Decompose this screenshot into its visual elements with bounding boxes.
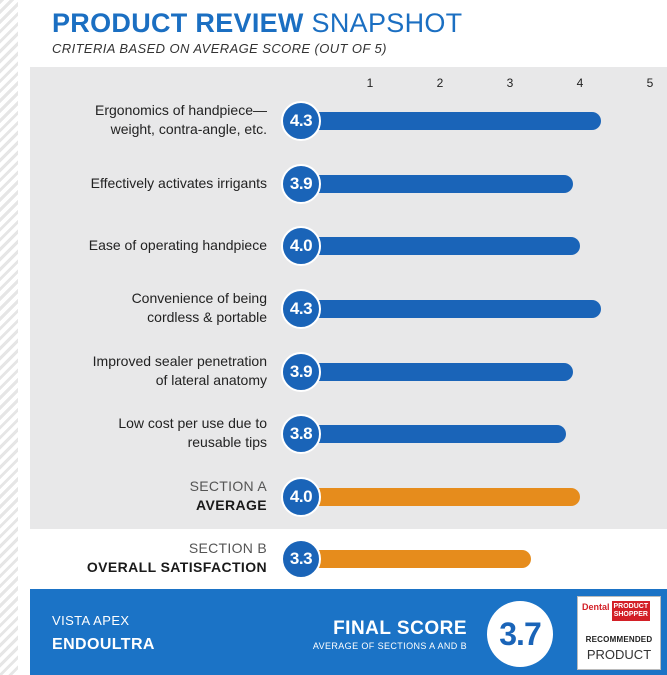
row-label: Low cost per use due to reusable tips <box>27 414 267 452</box>
x-tick-label: 2 <box>436 76 444 90</box>
score-badge: 4.0 <box>281 477 321 517</box>
final-score-subtitle: AVERAGE OF SECTIONS A AND B <box>312 641 467 651</box>
chart-subtitle: CRITERIA BASED ON AVERAGE SCORE (OUT OF … <box>52 41 387 56</box>
x-tick-label: 5 <box>646 76 654 90</box>
row-label-line2: AVERAGE <box>196 497 267 513</box>
title-bold: PRODUCT REVIEW <box>52 8 304 38</box>
row-label: Ergonomics of handpiece— weight, contra-a… <box>27 101 267 139</box>
title-light: SNAPSHOT <box>311 8 463 38</box>
row-label: SECTION B OVERALL SATISFACTION <box>27 539 267 577</box>
row-label: Ease of operating handpiece <box>27 236 267 255</box>
seal-shopper-line1: PRODUCT <box>613 603 649 610</box>
row-label-line2: of lateral anatomy <box>155 372 267 388</box>
score-bar <box>308 363 573 381</box>
footer-bar <box>30 589 667 675</box>
score-badge: 4.3 <box>281 101 321 141</box>
row-label-line1: Ergonomics of handpiece— <box>95 102 267 118</box>
score-bar <box>308 300 601 318</box>
seal-shopper-box: PRODUCT SHOPPER <box>611 601 651 621</box>
product-brand: VISTA APEX <box>52 613 130 628</box>
row-label: Convenience of being cordless & portable <box>27 289 267 327</box>
row-label-line2: cordless & portable <box>147 309 267 325</box>
row-label-line1: Low cost per use due to <box>118 415 267 431</box>
row-label-line1: Improved sealer penetration <box>92 353 267 369</box>
recommended-seal: Dental PRODUCT SHOPPER RECOMMENDED PRODUC… <box>577 596 661 670</box>
decorative-stripe <box>0 0 18 675</box>
score-badge: 4.0 <box>281 226 321 266</box>
row-label: SECTION A AVERAGE <box>27 477 267 515</box>
row-label-line2: weight, contra-angle, etc. <box>110 121 267 137</box>
seal-dental-text: Dental <box>582 602 610 612</box>
final-score-title: FINAL SCORE <box>333 618 467 639</box>
score-bar <box>308 112 601 130</box>
row-label-line2: reusable tips <box>187 434 267 450</box>
final-score-value: 3.7 <box>487 601 553 667</box>
row-label-line1: Convenience of being <box>131 290 267 306</box>
score-bar <box>308 425 566 443</box>
row-label-line1: Effectively activates irrigants <box>90 174 267 191</box>
row-label: Effectively activates irrigants <box>27 174 267 193</box>
score-badge: 4.3 <box>281 289 321 329</box>
average-bar <box>308 550 531 568</box>
average-bar <box>308 488 580 506</box>
x-tick-label: 1 <box>366 76 374 90</box>
section-a-panel <box>30 67 667 529</box>
score-badge: 3.8 <box>281 414 321 454</box>
score-bar <box>308 175 573 193</box>
row-label-line1: Ease of operating handpiece <box>88 236 267 253</box>
score-badge: 3.9 <box>281 352 321 392</box>
seal-recommended: RECOMMENDED <box>585 635 653 644</box>
score-badge: 3.9 <box>281 164 321 204</box>
row-label-line1: SECTION B <box>188 540 267 556</box>
product-name: ENDOULTRA <box>52 636 155 653</box>
x-tick-label: 4 <box>576 76 584 90</box>
row-label-line2: OVERALL SATISFACTION <box>86 559 267 575</box>
seal-product: PRODUCT <box>586 647 652 662</box>
score-badge: 3.3 <box>281 539 321 579</box>
chart-title: PRODUCT REVIEW SNAPSHOT <box>52 8 462 39</box>
row-label: Improved sealer penetration of lateral an… <box>27 352 267 390</box>
score-bar <box>308 237 580 255</box>
row-label-line1: SECTION A <box>189 478 267 494</box>
x-tick-label: 3 <box>506 76 514 90</box>
seal-logo: Dental PRODUCT SHOPPER <box>582 601 651 621</box>
seal-shopper-line2: SHOPPER <box>613 611 648 618</box>
